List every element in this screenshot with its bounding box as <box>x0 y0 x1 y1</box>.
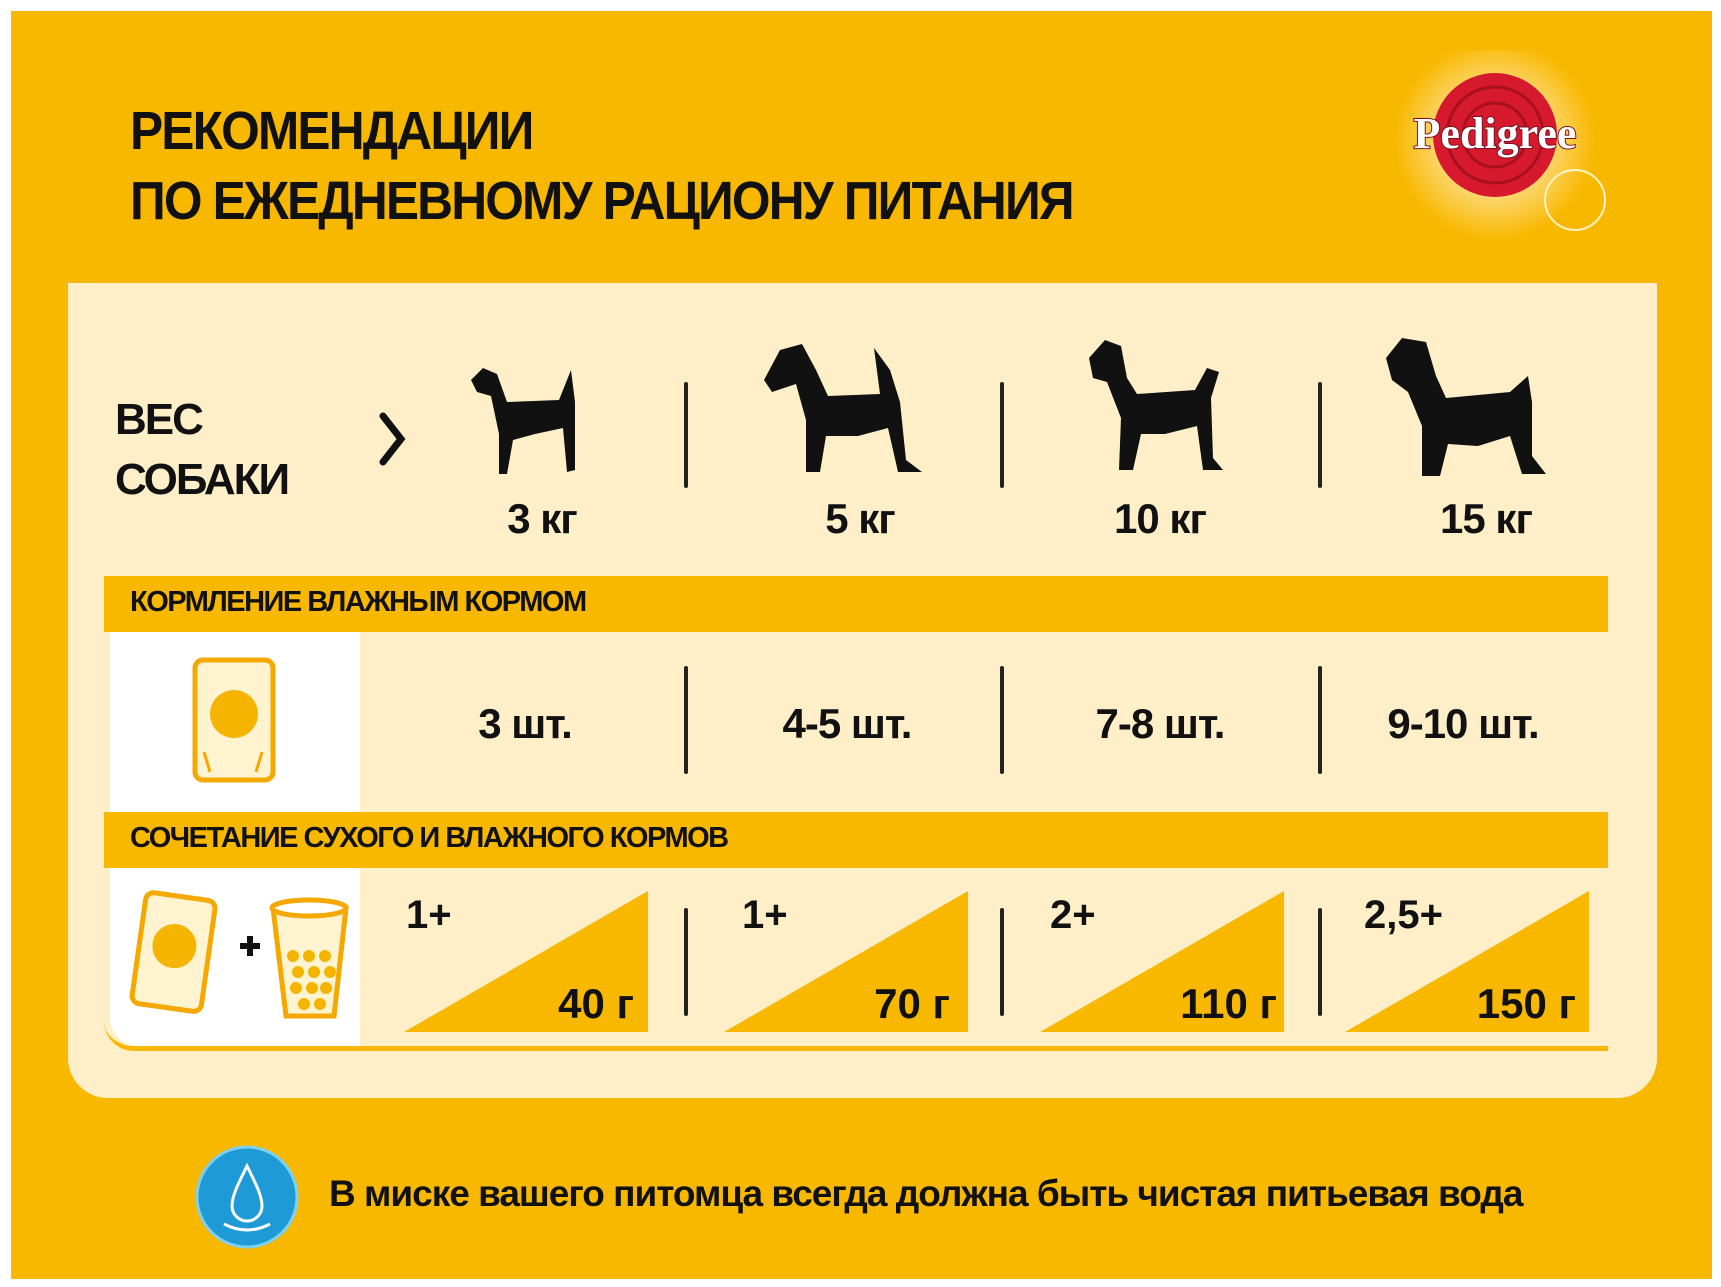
column-divider <box>684 666 688 774</box>
terrier-dog-icon <box>762 340 932 485</box>
pouch-count-5kg: 1+ <box>742 893 788 937</box>
water-drop-icon <box>194 1144 300 1255</box>
column-divider <box>1000 908 1004 1016</box>
wet-value-5kg: 4-5 шт. <box>782 700 913 747</box>
pedigree-logo: Pedigree <box>1370 40 1630 240</box>
dry-food-triangle <box>404 891 648 1032</box>
combined-feeding-header <box>104 812 1608 868</box>
column-divider <box>684 382 688 488</box>
dry-grams-5kg: 70 г <box>874 980 950 1027</box>
medium-dog-icon <box>1085 338 1235 483</box>
pouch-count-3kg: 1+ <box>406 893 452 937</box>
dry-grams-15kg: 150 г <box>1476 980 1576 1027</box>
dry-grams-10kg: 110 г <box>1180 980 1277 1027</box>
wet-value-10kg: 7-8 шт. <box>1095 700 1226 747</box>
small-dog-icon <box>463 362 588 485</box>
pouch-count-10kg: 2+ <box>1050 893 1096 937</box>
column-divider <box>1000 382 1004 488</box>
dry-grams-3kg: 40 г <box>558 980 634 1027</box>
dry-food-triangle <box>724 891 968 1032</box>
wet-feeding-header-text: КОРМЛЕНИЕ ВЛАЖНЫМ КОРМОМ <box>130 586 587 618</box>
dry-food-triangle <box>1345 891 1589 1032</box>
weight-15kg: 15 кг <box>1440 495 1533 542</box>
wet-feeding-header <box>104 576 1608 632</box>
weight-label-line-2: СОБАКИ <box>115 455 290 504</box>
column-divider <box>1318 666 1322 774</box>
weight-5kg: 5 кг <box>825 495 896 542</box>
column-divider <box>1318 382 1322 488</box>
column-divider <box>684 908 688 1016</box>
weight-3kg: 3 кг <box>507 495 578 542</box>
wet-value-15kg: 9-10 шт. <box>1387 700 1539 747</box>
svg-text:Pedigree: Pedigree <box>1414 109 1577 158</box>
combined-feeding-header-text: СОЧЕТАНИЕ СУХОГО И ВЛАЖНОГО КОРМОВ <box>130 822 729 854</box>
title-line-1: РЕКОМЕНДАЦИИ <box>130 101 534 161</box>
chevron-right-icon <box>378 412 406 471</box>
weight-10kg: 10 кг <box>1114 495 1207 542</box>
water-note: В миске вашего питомца всегда должна быт… <box>329 1173 1523 1214</box>
column-divider <box>1318 908 1322 1016</box>
wet-value-3kg: 3 шт. <box>478 700 573 747</box>
pouch-count-15kg: 2,5+ <box>1364 893 1443 937</box>
pouch-plus-cup-icon <box>128 886 353 1031</box>
column-divider <box>1000 666 1004 774</box>
title-line-2: ПО ЕЖЕДНЕВНОМУ РАЦИОНУ ПИТАНИЯ <box>130 171 1075 231</box>
dry-food-triangle <box>1040 891 1284 1032</box>
large-dog-icon <box>1382 336 1552 487</box>
pouch-icon <box>190 656 280 791</box>
weight-label-line-1: ВЕС <box>115 395 204 444</box>
